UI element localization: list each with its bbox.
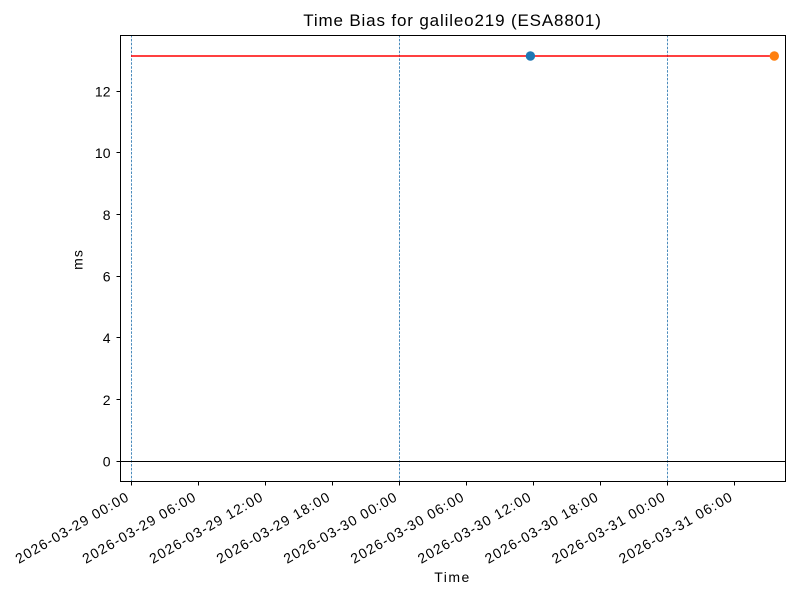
svg-text:0: 0 xyxy=(103,454,111,470)
svg-text:4: 4 xyxy=(103,330,111,346)
svg-text:ms: ms xyxy=(70,249,86,270)
svg-text:Time Bias for galileo219 (ESA8: Time Bias for galileo219 (ESA8801) xyxy=(303,11,602,30)
svg-text:12: 12 xyxy=(95,84,111,100)
svg-text:6: 6 xyxy=(103,269,111,285)
svg-text:8: 8 xyxy=(103,207,111,223)
svg-text:Time: Time xyxy=(434,569,471,585)
svg-text:2: 2 xyxy=(103,392,111,408)
svg-text:10: 10 xyxy=(95,145,111,161)
